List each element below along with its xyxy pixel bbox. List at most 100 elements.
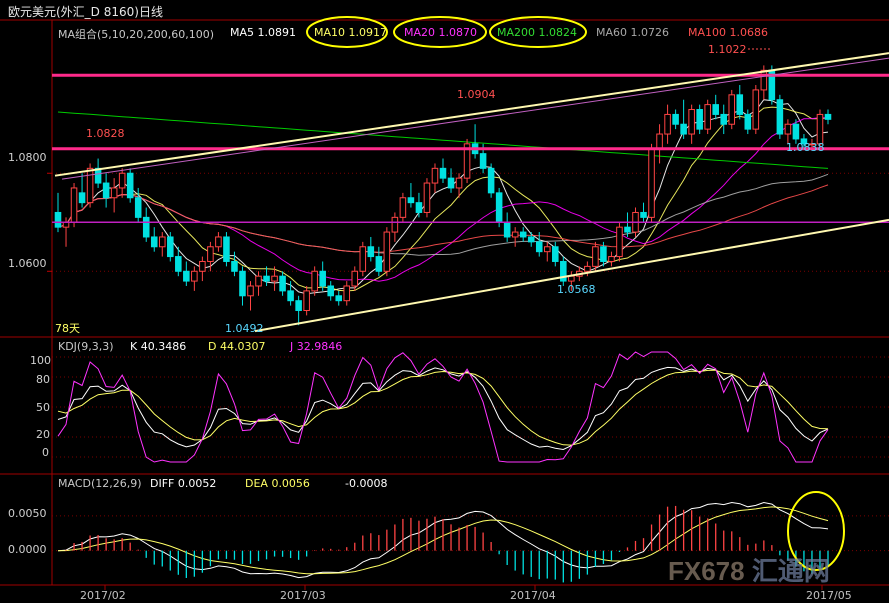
candle-body [688,109,695,135]
candle-body [792,123,800,140]
candle-body [311,270,318,292]
chart-title: 欧元美元(外汇_D 8160)日线 [8,5,163,19]
candle-body [664,113,671,135]
candle-body [608,256,615,262]
candle-body [263,275,270,282]
candle-body [600,246,607,262]
candle-body [142,216,150,238]
candle-body [295,300,302,311]
right-price-label: 1.0838 [786,141,825,154]
watermark-logo-text: FX678 [668,556,745,586]
candle-body [431,167,439,184]
macd-value-label: -0.0008 [345,477,388,490]
price-tick-label: 1.0800 [8,151,47,164]
candle-body [680,123,687,135]
candle-body [447,177,455,189]
candle-body [383,231,391,272]
candle-body [808,143,816,146]
candle-body [335,295,343,302]
highlight-ellipse [489,16,587,48]
candle-body [511,231,519,238]
candle-body [784,123,792,135]
ma200-line [57,111,829,169]
kdj-j-line [57,351,829,463]
kdj-k-label: K 40.3486 [130,340,187,353]
kdj-k-line [57,366,829,451]
candle-body [223,236,230,262]
candle-body [760,69,768,91]
candle-body [110,187,118,199]
candle-body [752,89,760,130]
kdj-j-label: J 32.9846 [290,340,343,353]
lower-trendline [254,218,889,333]
kdj-tick-label: 100 [30,354,51,367]
candle-body [704,104,711,130]
candle-body [415,202,423,213]
candle-body [584,265,591,272]
kdj-d-line [57,369,829,446]
candle-body [503,221,511,238]
days-label: 78天 [55,322,80,335]
macd-tick-label: 0.0000 [8,543,47,556]
kdj-d-label: D 44.0307 [208,340,266,353]
low-price-label: 1.0492 [225,322,264,335]
candle-body [720,113,728,125]
candle-body [479,153,487,169]
macd-diff-label: DIFF 0.0052 [150,477,217,490]
candle-body [303,290,310,311]
candle-body [624,226,631,233]
candle-body [215,236,222,248]
candle-body [231,260,238,272]
peak-price-label: 1.0904 [457,88,496,101]
candlestick-series [54,65,832,583]
candle-body [439,167,447,179]
candle-body [54,211,62,228]
kdj-tick-label: 50 [36,401,50,414]
candle-body [776,99,784,135]
ma100-label: MA100 1.0686 [688,26,768,39]
macd-name-label: MACD(12,26,9) [58,477,142,490]
candle-body [86,167,94,204]
macd-tick-label: 0.0050 [8,507,47,520]
low-price-label: 1.0568 [557,283,596,296]
candle-body [167,236,174,258]
highlight-ellipse [393,16,487,48]
kdj-name-label: KDJ(9,3,3) [58,340,114,353]
ma10-label: MA10 1.0917 [314,26,387,39]
kdj-tick-label: 80 [36,373,50,386]
candle-body [183,270,190,282]
candle-body [158,236,166,248]
macd-dea-label: DEA 0.0056 [245,477,310,490]
grid-lines [0,19,889,590]
candle-body [816,113,824,145]
candle-body [78,192,86,204]
annotation-overlay [52,16,889,571]
candle-body [656,133,663,150]
candle-body [455,177,463,189]
candle-body [407,197,415,204]
price-tick-label: 1.0600 [8,257,47,270]
candle-body [592,246,599,267]
candle-body [648,148,655,218]
candle-body [640,211,647,218]
candle-body [367,246,375,258]
candle-body [351,270,359,287]
candle-body [487,167,495,194]
left-price-label: 1.0828 [86,127,125,140]
candle-body [94,167,102,184]
candle-body [560,260,567,282]
highlight-ellipse [787,491,845,571]
date-tick-label: 2017/04 [510,589,556,602]
candle-body [126,172,134,199]
candle-body [552,246,559,262]
candle-body [391,216,399,233]
upper-trendline [54,52,889,177]
candle-body [271,275,278,282]
highlight-ellipse [306,16,388,48]
ma10-line [57,106,829,292]
ma200-label: MA200 1.0824 [497,26,577,39]
date-tick-label: 2017/02 [80,589,126,602]
watermark: FX678 汇通网 [668,551,830,588]
candle-body [359,246,367,272]
candle-body [527,236,535,243]
